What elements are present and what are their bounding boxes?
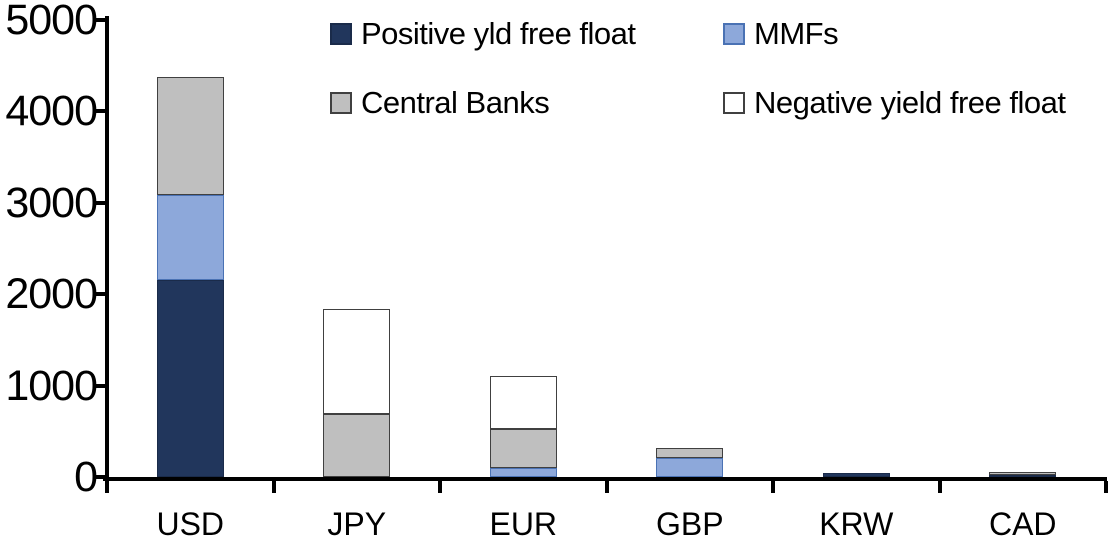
- legend-swatch-icon: [723, 23, 745, 45]
- bar-segment-eur-1: [489, 467, 557, 477]
- legend-item-0: Positive yld free float: [330, 12, 636, 56]
- x-axis-tick-mark: [937, 481, 942, 493]
- bar-segment-cad-0: [989, 474, 1057, 477]
- x-axis-tick-mark: [1104, 481, 1108, 493]
- x-axis-category-label: JPY: [327, 506, 387, 542]
- legend-label: MMFs: [754, 16, 839, 51]
- bar-segment-eur-2: [489, 428, 557, 468]
- x-axis-category-label: KRW: [819, 506, 894, 542]
- y-axis-tick-mark: [93, 200, 105, 205]
- legend-label: Positive yld free float: [361, 16, 636, 51]
- y-axis-tick-label: 0: [74, 453, 98, 501]
- bar-segment-usd-0: [156, 280, 224, 477]
- y-axis-tick-mark: [93, 475, 105, 479]
- bar-segment-jpy-3: [323, 308, 391, 414]
- bar-segment-gbp-2: [656, 448, 724, 458]
- x-axis-category-label: USD: [156, 506, 225, 542]
- legend-item-1: MMFs: [723, 12, 839, 56]
- bar-segment-usd-1: [156, 195, 224, 281]
- bar-segment-gbp-1: [656, 457, 724, 477]
- bar-segment-usd-2: [156, 76, 224, 196]
- x-axis-category-label: EUR: [489, 506, 558, 542]
- bar-segment-jpy-2: [323, 413, 391, 477]
- x-axis-tick-mark: [271, 481, 276, 493]
- bar-segment-krw-0: [822, 473, 890, 477]
- legend-swatch-icon: [330, 92, 352, 114]
- legend-swatch-icon: [330, 23, 352, 45]
- bar-segment-cad-2: [989, 471, 1057, 475]
- legend-swatch-icon: [723, 92, 745, 114]
- legend-label: Central Banks: [361, 85, 550, 120]
- legend-label: Negative yield free float: [754, 85, 1066, 120]
- y-axis-tick-label: 2000: [5, 270, 98, 319]
- legend-item-2: Central Banks: [330, 81, 550, 125]
- y-axis-tick-label: 5000: [5, 0, 98, 44]
- y-axis-tick-label: 4000: [5, 87, 98, 136]
- x-axis-line: [103, 477, 1107, 481]
- x-axis-tick-mark: [105, 481, 109, 493]
- x-axis-tick-mark: [771, 481, 775, 493]
- y-axis-tick-mark: [93, 292, 105, 297]
- bar-segment-eur-3: [489, 376, 557, 429]
- legend-item-3: Negative yield free float: [723, 81, 1066, 125]
- y-axis-line: [105, 16, 109, 481]
- y-axis-tick-label: 3000: [5, 178, 98, 227]
- y-axis-tick-label: 1000: [5, 361, 98, 410]
- y-axis-tick-mark: [93, 109, 105, 114]
- y-axis-tick-mark: [93, 383, 105, 388]
- y-axis-tick-mark: [93, 18, 105, 22]
- x-axis-category-label: CAD: [988, 506, 1057, 542]
- x-axis-tick-mark: [438, 481, 442, 493]
- x-axis-tick-mark: [604, 481, 609, 493]
- x-axis-category-label: GBP: [655, 506, 724, 542]
